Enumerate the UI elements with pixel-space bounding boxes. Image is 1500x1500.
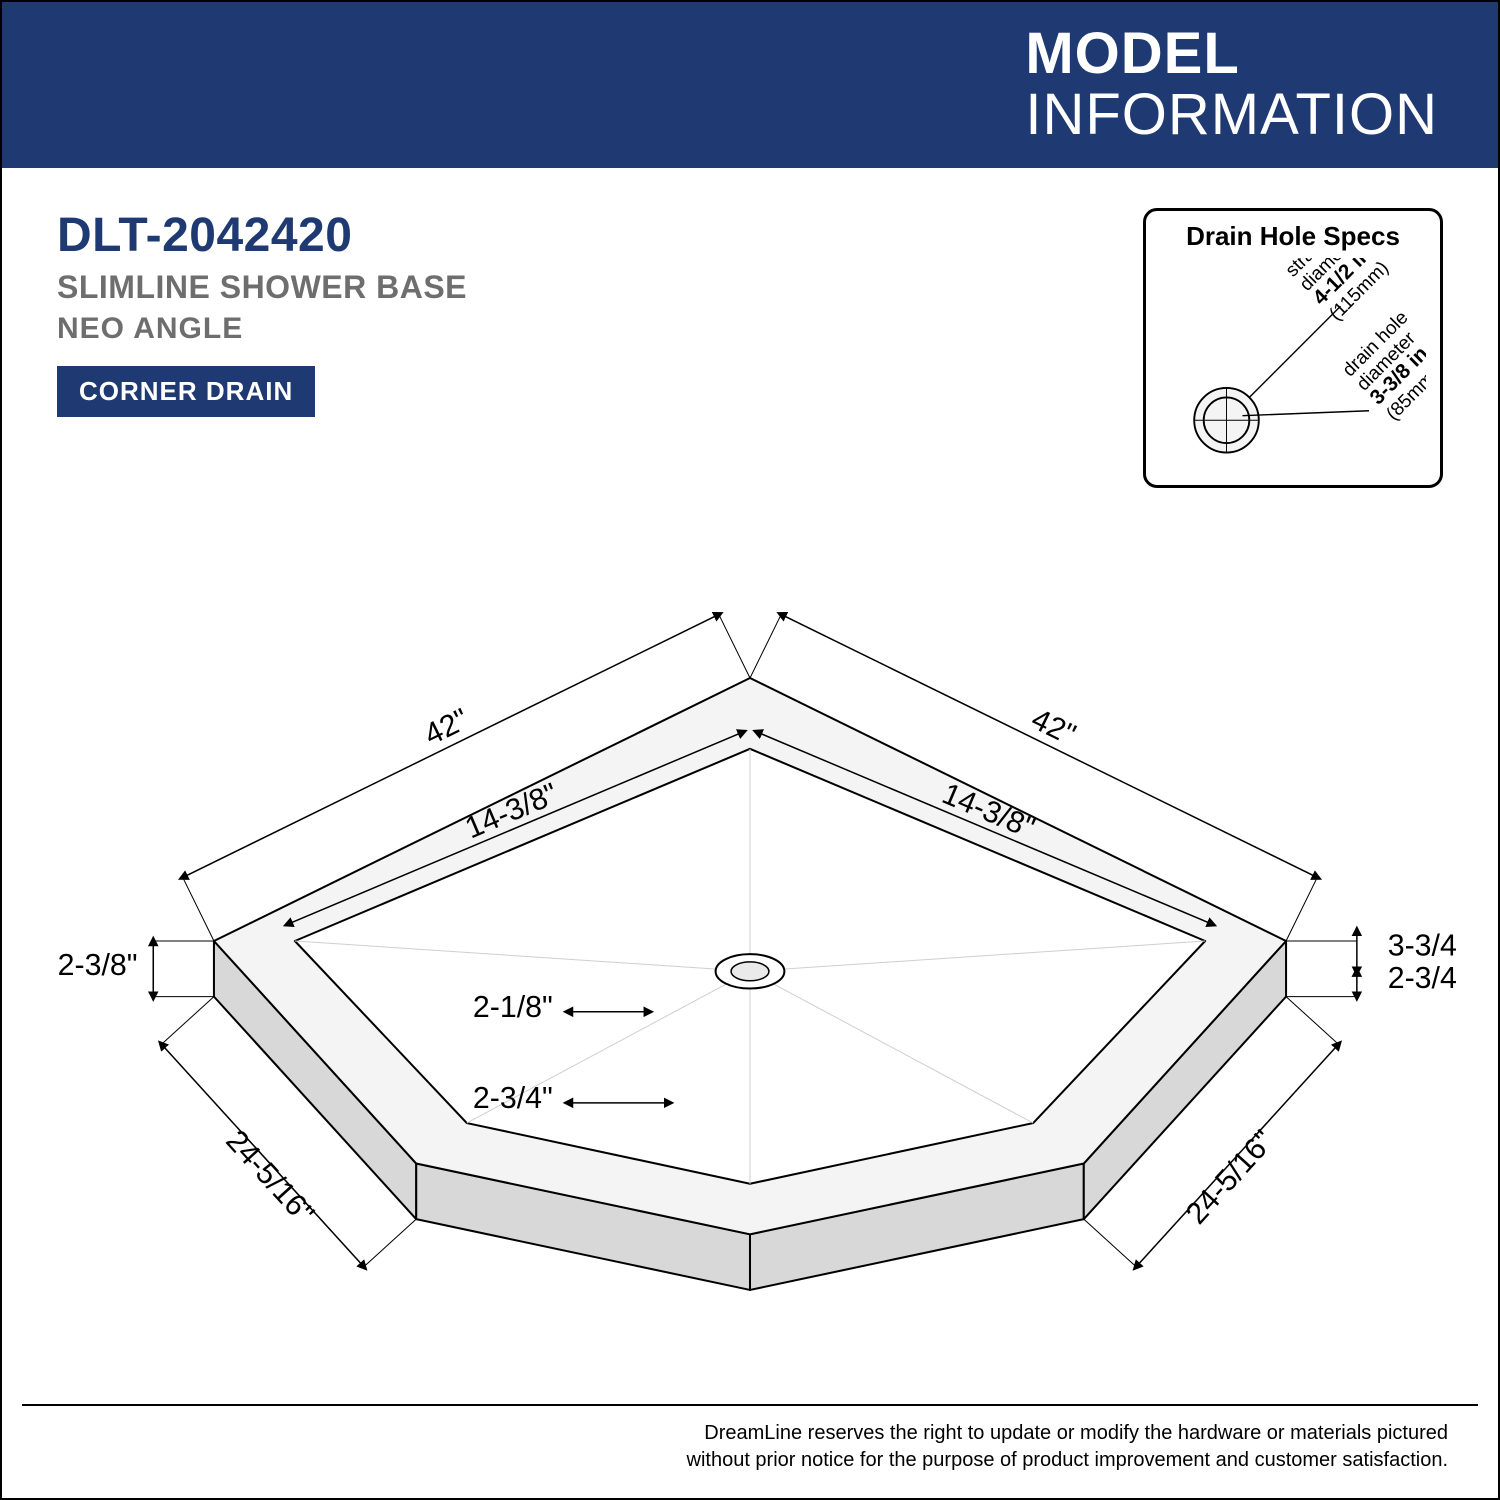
page: MODEL INFORMATION DLT-2042420 SLIMLINE S… — [0, 0, 1500, 1500]
info-row: DLT-2042420 SLIMLINE SHOWER BASE NEO ANG… — [2, 168, 1498, 508]
footer-line2: without prior notice for the purpose of … — [52, 1447, 1448, 1474]
svg-text:42": 42" — [419, 702, 473, 751]
drain-type-badge: CORNER DRAIN — [57, 366, 315, 417]
footer: DreamLine reserves the right to update o… — [22, 1404, 1478, 1498]
banner: MODEL INFORMATION — [2, 2, 1498, 168]
svg-text:24-5/16": 24-5/16" — [1180, 1124, 1281, 1230]
drain-hole-specs-box: Drain Hole Specs strainerdiameter4-1/2 i… — [1143, 208, 1443, 488]
banner-title: MODEL INFORMATION — [1025, 24, 1438, 146]
banner-line2: INFORMATION — [1025, 85, 1438, 146]
svg-text:2-1/8": 2-1/8" — [473, 991, 553, 1024]
svg-text:2-3/8": 2-3/8" — [58, 949, 138, 982]
svg-text:42": 42" — [1026, 702, 1080, 751]
model-subtitle: SLIMLINE SHOWER BASE — [57, 269, 467, 306]
model-block: DLT-2042420 SLIMLINE SHOWER BASE NEO ANG… — [57, 208, 467, 417]
svg-text:2-3/4": 2-3/4" — [1388, 962, 1458, 995]
banner-line1: MODEL — [1025, 24, 1438, 85]
footer-line1: DreamLine reserves the right to update o… — [52, 1420, 1448, 1447]
drain-specs-diagram: strainerdiameter4-1/2 in.(115mm)drain ho… — [1160, 258, 1426, 478]
drain-specs-title: Drain Hole Specs — [1160, 221, 1426, 252]
model-style: NEO ANGLE — [57, 312, 467, 346]
content: DLT-2042420 SLIMLINE SHOWER BASE NEO ANG… — [2, 168, 1498, 1498]
model-code: DLT-2042420 — [57, 208, 467, 263]
diagram-area: 42"42"14-3/8"14-3/8"24-5/16"24-5/16"2-3/… — [2, 508, 1498, 1404]
svg-text:3-3/4": 3-3/4" — [1388, 929, 1458, 962]
svg-text:24-5/16": 24-5/16" — [219, 1124, 320, 1230]
shower-base-diagram: 42"42"14-3/8"14-3/8"24-5/16"24-5/16"2-3/… — [42, 518, 1458, 1384]
svg-text:2-3/4": 2-3/4" — [473, 1082, 553, 1115]
